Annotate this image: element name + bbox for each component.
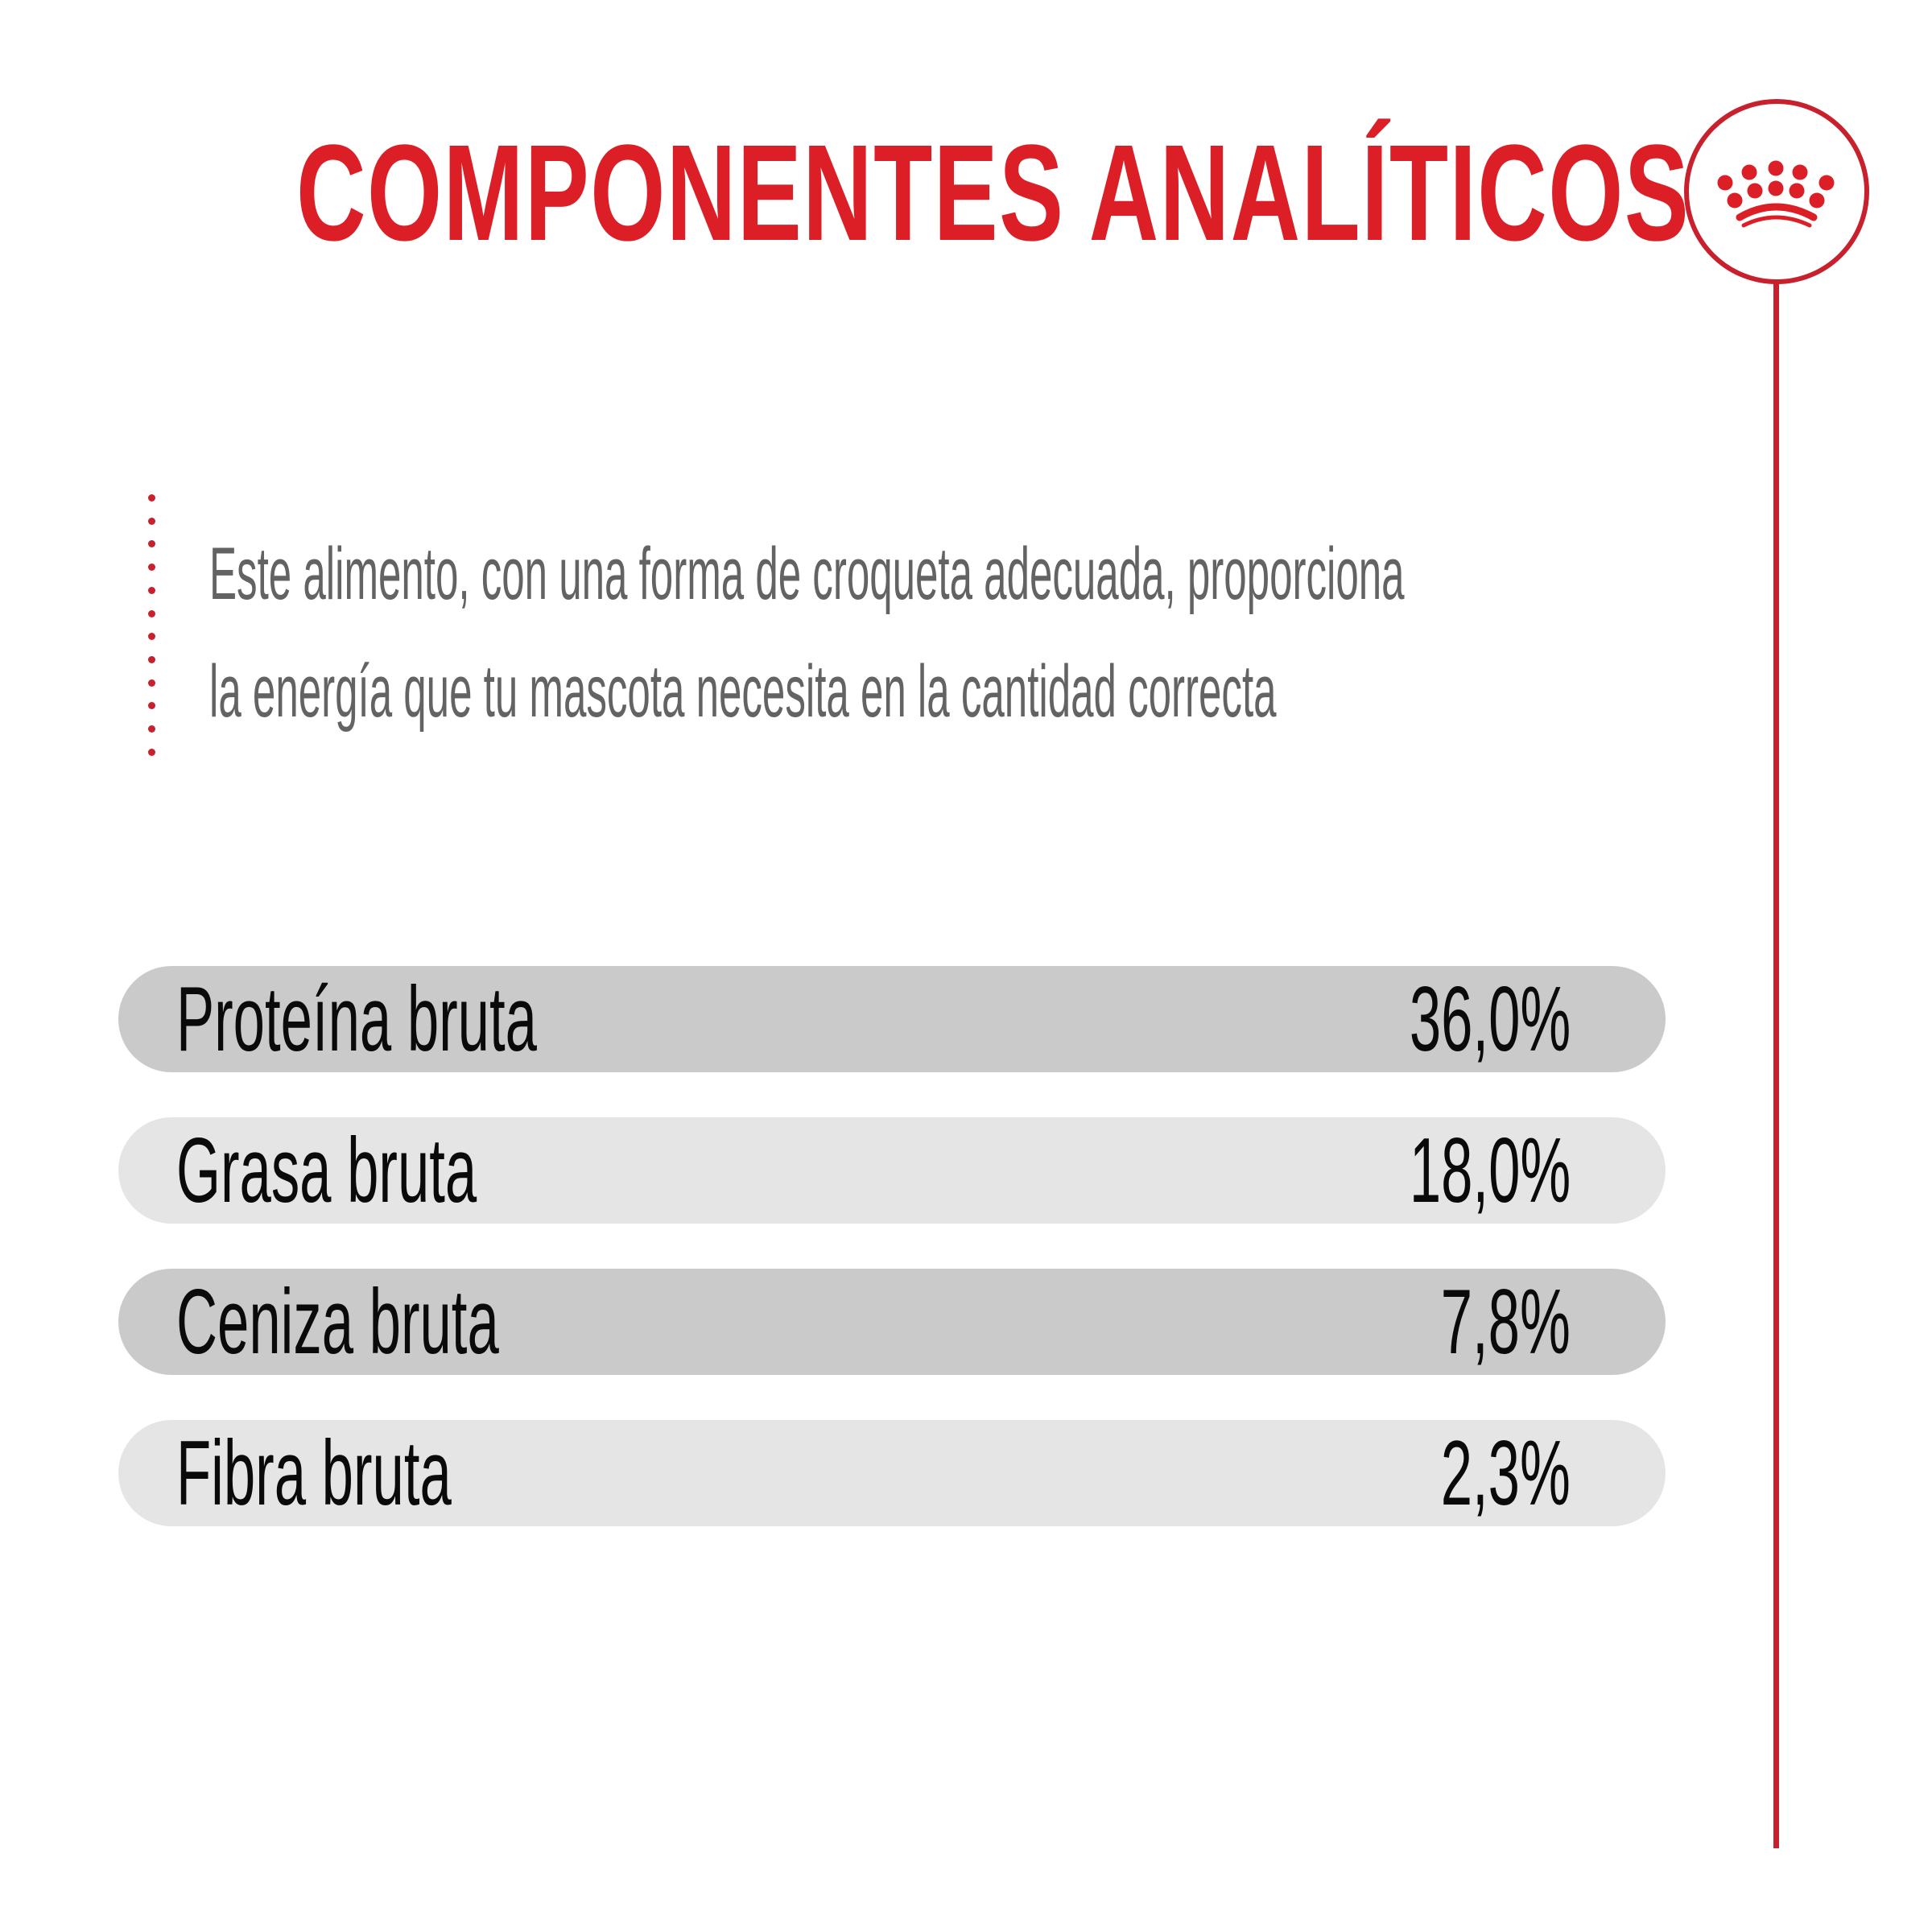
royal-crown-icon [1684,99,1869,284]
dot [148,655,155,663]
description-line: la energía que tu mascota necesita en la… [209,633,1932,750]
dot [148,586,155,594]
components-list: Proteína bruta 36,0% Grasa bruta 18,0% C… [118,966,1666,1571]
timeline-line [1773,282,1779,1848]
dotted-divider [148,494,156,760]
description-text: Este alimento, con una forma de croqueta… [209,533,1405,615]
dot [148,517,155,525]
dot [148,564,155,572]
component-row-fat: Grasa bruta 18,0% [118,1117,1666,1224]
dot [148,748,155,756]
dot [148,633,155,641]
component-label: Fibra bruta [176,1422,452,1525]
component-value: 18,0% [1409,1120,1571,1222]
component-value: 7,8% [1440,1271,1571,1373]
component-row-ash: Ceniza bruta 7,8% [118,1269,1666,1375]
page-title: COMPONENTES ANALÍTICOS [296,117,1690,270]
component-label: Ceniza bruta [176,1271,499,1373]
description: Este alimento, con una forma de croqueta… [209,515,1932,750]
component-row-fiber: Fibra bruta 2,3% [118,1420,1666,1526]
description-line: Este alimento, con una forma de croqueta… [209,515,1932,633]
component-label: Grasa bruta [176,1120,477,1222]
component-value: 36,0% [1409,968,1571,1071]
dot [148,702,155,710]
component-row-protein: Proteína bruta 36,0% [118,966,1666,1072]
dot [148,725,155,733]
page-title-container: COMPONENTES ANALÍTICOS [296,121,1932,266]
component-value: 2,3% [1440,1422,1571,1525]
dot [148,609,155,617]
dot [148,494,155,502]
dot [148,540,155,548]
component-label: Proteína bruta [176,968,537,1071]
description-text: la energía que tu mascota necesita en la… [209,650,1277,733]
dot [148,679,155,687]
